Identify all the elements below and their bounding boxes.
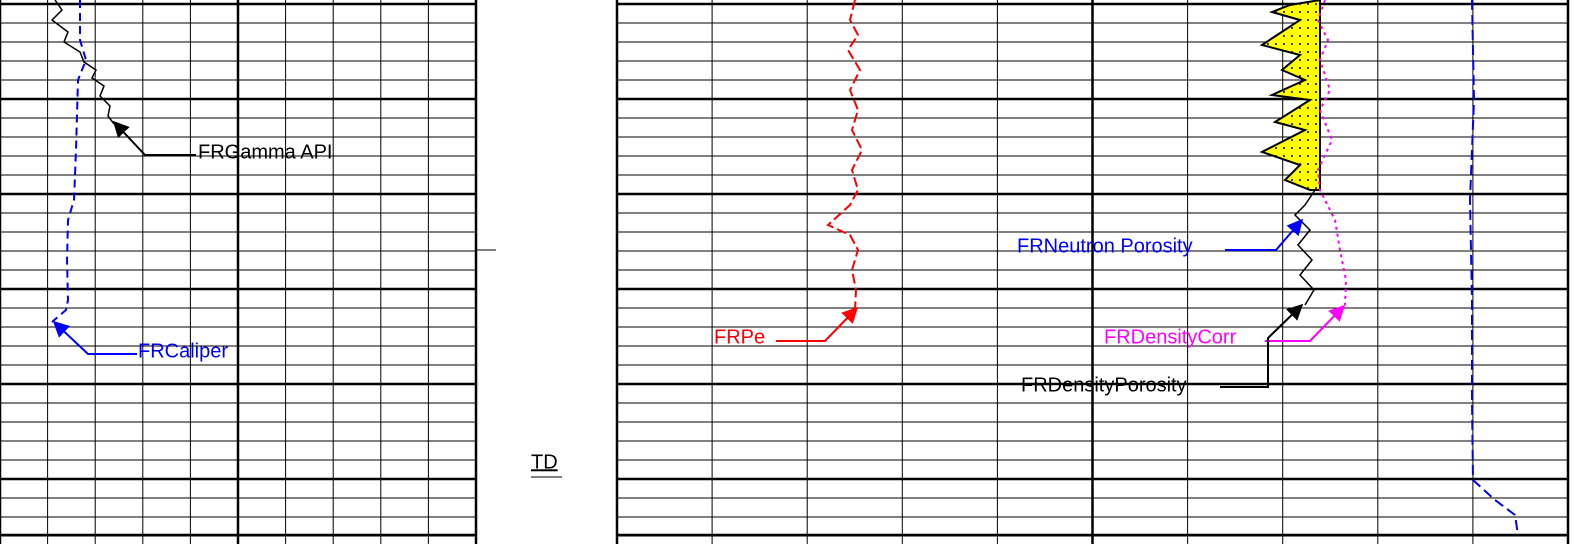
caliper-curve bbox=[51, 0, 88, 323]
pe-leader bbox=[776, 306, 859, 342]
caliper-leader bbox=[52, 320, 137, 355]
density-corr-label: FRDensityCorr bbox=[1104, 326, 1237, 348]
density-porosity-curve bbox=[1293, 189, 1316, 306]
density-porosity-leader bbox=[1220, 303, 1304, 388]
caliper-label: FRCaliper bbox=[138, 340, 228, 362]
pe-label: FRPe bbox=[714, 326, 765, 348]
crossover-fill bbox=[1259, 0, 1321, 191]
td-marker: TD bbox=[531, 451, 558, 473]
density-corr-curve bbox=[1316, 0, 1348, 306]
resistivity-curve bbox=[1468, 0, 1519, 536]
pe-curve bbox=[826, 0, 864, 311]
neutron-label: FRNeutron Porosity bbox=[1017, 235, 1193, 257]
neutron-leader bbox=[1225, 218, 1304, 251]
density-porosity-label: FRDensityPorosity bbox=[1021, 374, 1187, 396]
gamma-label: FRGamma API bbox=[198, 141, 332, 163]
gamma-curve bbox=[50, 0, 115, 125]
density-corr-leader bbox=[1265, 304, 1346, 342]
gamma-leader bbox=[112, 120, 196, 156]
